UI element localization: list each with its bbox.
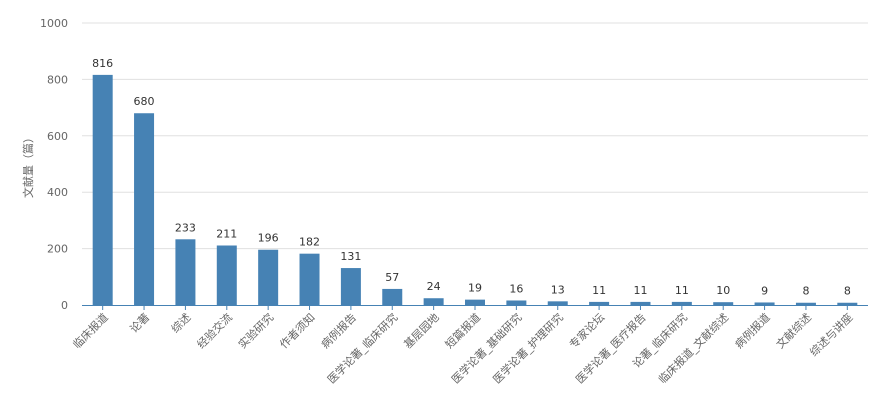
bars <box>92 74 858 306</box>
x-category-label: 作者须知 <box>277 310 318 351</box>
data-label: 10 <box>716 284 730 297</box>
bar[interactable] <box>340 268 361 305</box>
x-category-label: 专家论坛 <box>566 310 607 351</box>
data-label: 13 <box>551 283 565 296</box>
data-labels: 816 680 233 211 196 182 131 57 24 19 16 13 11 11 11 10 9… <box>92 57 851 298</box>
y-axis-ticks: 0 200 400 600 800 1000 <box>40 17 68 312</box>
data-label: 8 <box>844 285 851 298</box>
x-category-label: 论著 <box>127 310 152 335</box>
data-label: 9 <box>761 284 768 297</box>
data-label: 19 <box>468 282 482 295</box>
bar[interactable] <box>506 300 527 305</box>
data-label: 8 <box>802 285 809 298</box>
x-category-label: 病例报道 <box>732 310 773 351</box>
gridlines <box>82 22 868 250</box>
x-category-label: 病例报告 <box>318 310 359 351</box>
data-label: 680 <box>134 95 155 108</box>
data-label: 131 <box>340 250 361 263</box>
y-tick-label: 1000 <box>40 17 68 30</box>
x-category-label: 医学论著_医疗报告 <box>573 310 649 386</box>
data-label: 196 <box>258 232 279 245</box>
y-tick-label: 0 <box>61 299 68 312</box>
y-axis-title: 文献量（篇） <box>21 132 35 198</box>
y-tick-label: 600 <box>47 130 68 143</box>
bar[interactable] <box>837 302 858 305</box>
data-label: 211 <box>216 227 237 240</box>
x-category-label: 医学论著_临床研究 <box>324 310 400 386</box>
bar[interactable] <box>547 301 568 305</box>
data-label: 11 <box>592 284 606 297</box>
x-category-label: 临床报道 <box>70 310 111 351</box>
data-label: 11 <box>633 284 647 297</box>
data-label: 24 <box>427 280 441 293</box>
bar[interactable] <box>92 74 113 305</box>
data-label: 11 <box>675 284 689 297</box>
x-category-label: 综述 <box>168 310 193 335</box>
data-label: 16 <box>509 282 523 295</box>
y-tick-label: 400 <box>47 186 68 199</box>
bar[interactable] <box>134 113 155 306</box>
bar[interactable] <box>795 302 816 305</box>
x-category-label: 临床报道_文献综述 <box>655 310 731 386</box>
bar[interactable] <box>423 298 444 305</box>
bar[interactable] <box>382 288 403 305</box>
x-category-label: 综述与讲座 <box>807 310 856 359</box>
x-category-label: 实验研究 <box>235 310 276 351</box>
y-tick-label: 200 <box>47 243 68 256</box>
data-label: 816 <box>92 57 113 70</box>
bar[interactable] <box>589 301 610 305</box>
x-category-label: 短篇报道 <box>442 310 483 351</box>
y-tick-label: 800 <box>47 73 68 86</box>
data-label: 57 <box>385 271 399 284</box>
bar[interactable] <box>258 249 279 305</box>
x-category-label: 文献综述 <box>773 310 814 351</box>
x-category-label: 医学论著_护理研究 <box>490 310 566 386</box>
bar[interactable] <box>216 245 237 305</box>
bar[interactable] <box>175 239 196 305</box>
x-category-label: 基层园地 <box>401 311 441 351</box>
data-label: 182 <box>299 236 320 249</box>
bar[interactable] <box>465 299 485 305</box>
bar[interactable] <box>299 253 320 305</box>
bar[interactable] <box>713 302 734 305</box>
bar[interactable] <box>671 301 692 305</box>
x-category-label: 医学论著_基础研究 <box>448 310 524 386</box>
x-category-label: 经验交流 <box>194 310 235 351</box>
data-label: 233 <box>175 221 196 234</box>
bar[interactable] <box>630 301 651 305</box>
bar[interactable] <box>754 302 775 305</box>
